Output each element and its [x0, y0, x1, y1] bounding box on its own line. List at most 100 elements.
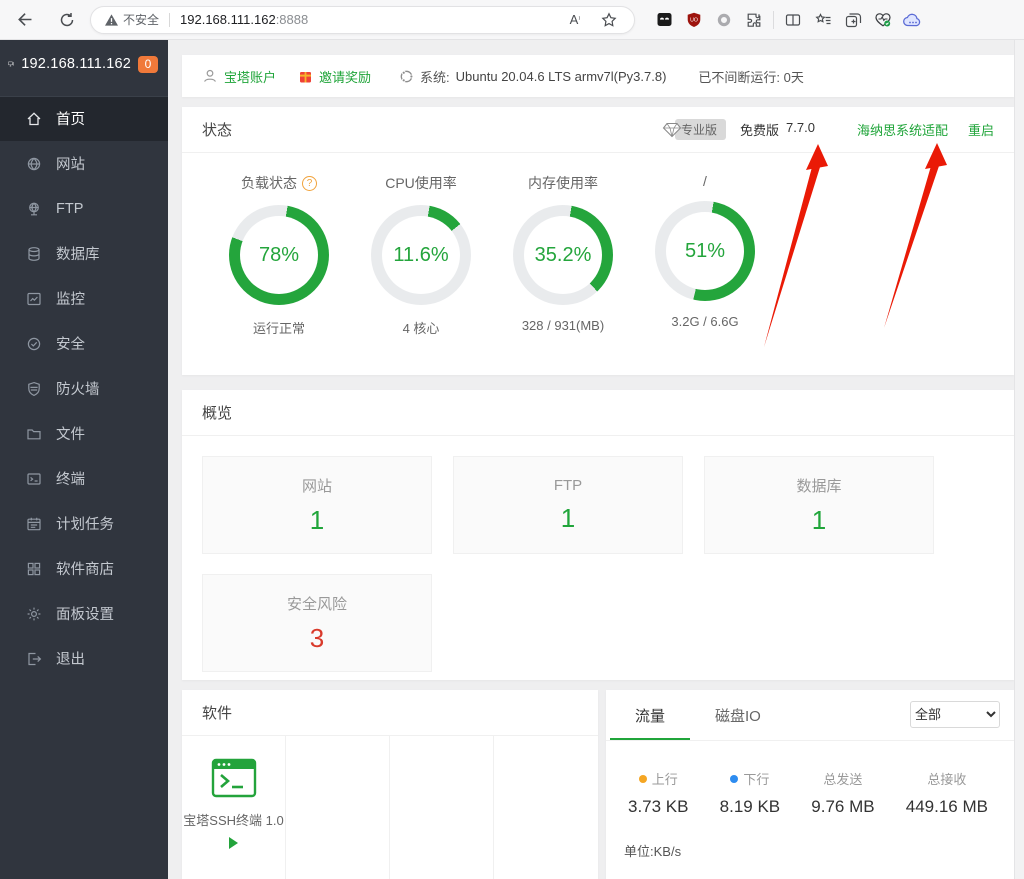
overview-card-website[interactable]: 网站 1 — [202, 456, 432, 554]
divider — [169, 12, 171, 27]
sidebar-item-firewall[interactable]: 防火墙 — [0, 366, 168, 411]
gauge-ring: 35.2% — [513, 205, 613, 305]
sidebar-item-database[interactable]: 数据库 — [0, 231, 168, 276]
sidebar-item-security[interactable]: 安全 — [0, 321, 168, 366]
user-icon — [204, 69, 216, 82]
baota-account-link[interactable]: 宝塔账户 — [224, 69, 277, 85]
account-link-wrap[interactable]: 宝塔账户 — [202, 67, 276, 86]
gauge-ring: 78% — [229, 205, 329, 305]
sidebar-item-label: 软件商店 — [56, 562, 114, 578]
calendar-icon — [26, 515, 43, 532]
diamond-icon — [662, 122, 682, 137]
uplink-dot-icon — [638, 774, 647, 783]
overview-card-ftp[interactable]: FTP 1 — [453, 456, 683, 554]
browser-essentials-button[interactable] — [868, 5, 898, 35]
sidebar-menu: 首页 网站 FTP 数据库 监控 安全 — [0, 96, 168, 681]
sidebar-server-header[interactable]: 192.168.111.162 0 — [0, 40, 168, 88]
sidebar-item-label: 终端 — [56, 472, 85, 488]
uptime-text: 已不间断运行: 0天 — [698, 69, 804, 85]
card-label: FTP — [553, 476, 583, 494]
restart-link[interactable]: 重启 — [967, 123, 994, 138]
sidebar-item-website[interactable]: 网站 — [0, 141, 168, 186]
svg-text:UO: UO — [690, 17, 698, 23]
help-icon[interactable]: ? — [302, 175, 317, 191]
software-empty-cell — [390, 736, 494, 879]
system-value: Ubuntu 20.04.6 LTS armv7l(Py3.7.8) — [455, 68, 667, 84]
invite-reward-link[interactable]: 邀请奖励 — [319, 69, 372, 85]
play-icon[interactable] — [229, 837, 238, 849]
gauge-title: / — [703, 173, 707, 189]
sidebar-item-files[interactable]: 文件 — [0, 411, 168, 456]
address-bar[interactable]: 不安全 192.168.111.162:8888 A ⁾ — [90, 5, 635, 35]
sidebar-item-label: 退出 — [56, 652, 85, 668]
page-scrollbar[interactable] — [1014, 40, 1024, 879]
server-ip: 192.168.111.162 — [21, 56, 131, 72]
sidebar-item-label: 数据库 — [56, 247, 100, 263]
gauge-memory: 内存使用率 35.2% 328 / 931(MB) — [492, 169, 634, 337]
sidebar-item-terminal[interactable]: 终端 — [0, 456, 168, 501]
back-button[interactable] — [8, 5, 38, 35]
main-content: 宝塔账户 邀请奖励 系统: Ubuntu 20.04.6 LTS armv7l(… — [168, 40, 1024, 879]
overview-card-security-risk[interactable]: 安全风险 3 — [202, 574, 432, 672]
gauge-ring: 11.6% — [371, 205, 471, 305]
copy-add-icon — [845, 12, 861, 27]
sidebar-item-cron[interactable]: 计划任务 — [0, 501, 168, 546]
tab-traffic[interactable]: 流量 — [610, 690, 691, 740]
refresh-button[interactable] — [52, 5, 82, 35]
gauge-value: 51% — [684, 239, 726, 262]
overview-panel-title: 概览 — [202, 405, 233, 422]
gauges-row: 负载状态 ? 78% 运行正常 CPU使用率 11.6% 4 核心 内存使用率 … — [182, 153, 1014, 337]
add-tab-to-group-button[interactable] — [838, 5, 868, 35]
card-value: 3 — [309, 622, 325, 653]
sidebar-item-logout[interactable]: 退出 — [0, 636, 168, 681]
ubuntu-icon — [400, 70, 414, 82]
sidebar: 192.168.111.162 0 首页 网站 FTP 数据库 监控 — [0, 40, 168, 879]
sidebar-item-appstore[interactable]: 软件商店 — [0, 546, 168, 591]
software-item-ssh-terminal[interactable]: 宝塔SSH终端 1.0 — [182, 736, 286, 879]
loading-donut-icon[interactable] — [709, 5, 739, 35]
divider — [773, 10, 774, 29]
sync-cloud-avatar[interactable] — [898, 5, 928, 35]
globe-icon — [26, 155, 43, 172]
security-warning[interactable]: 不安全 — [105, 11, 159, 28]
gauge-value: 11.6% — [393, 243, 449, 266]
extensions-puzzle-button[interactable] — [739, 5, 769, 35]
gauge-title: 负载状态 — [241, 175, 297, 191]
invite-link-wrap[interactable]: 邀请奖励 — [298, 67, 371, 86]
database-icon — [26, 245, 43, 262]
sidebar-item-ftp[interactable]: FTP — [0, 186, 168, 231]
sidebar-item-monitor[interactable]: 监控 — [0, 276, 168, 321]
sidebar-item-label: 监控 — [56, 292, 85, 308]
stat-value: 3.73 KB — [628, 797, 689, 816]
terminal-icon — [26, 470, 43, 487]
sidebar-item-label: 计划任务 — [56, 517, 114, 533]
edition-label: 免费版 — [740, 123, 780, 138]
hinas-adapt-link[interactable]: 海纳思系统适配 — [856, 123, 948, 138]
donut-icon — [717, 13, 731, 26]
server-monitor-icon — [8, 61, 15, 67]
traffic-scope-select[interactable]: 全部 — [910, 701, 1000, 728]
tab-disk-io[interactable]: 磁盘IO — [715, 708, 761, 725]
ublock-extension-button[interactable]: UO — [679, 5, 709, 35]
collections-button[interactable] — [808, 5, 838, 35]
split-screen-button[interactable] — [778, 5, 808, 35]
read-aloud-button[interactable]: A ⁾ — [569, 12, 581, 27]
software-panel-title: 软件 — [202, 705, 233, 722]
system-label: 系统: — [420, 69, 450, 85]
collections-icon — [814, 12, 830, 24]
stat-total-sent: 总发送 9.76 MB — [811, 772, 875, 816]
pro-version-badge[interactable]: 专业版 — [662, 119, 727, 140]
gauge-cpu: CPU使用率 11.6% 4 核心 — [350, 169, 492, 337]
stat-value: 449.16 MB — [905, 797, 988, 816]
sidebar-item-settings[interactable]: 面板设置 — [0, 591, 168, 636]
favorite-star-button[interactable] — [594, 5, 624, 35]
grid-icon — [26, 560, 43, 577]
sidebar-item-home[interactable]: 首页 — [0, 96, 168, 141]
gauge-value: 35.2% — [534, 243, 592, 266]
url-text[interactable]: 192.168.111.162:8888 — [180, 12, 309, 27]
dark-reader-extension-button[interactable] — [649, 5, 679, 35]
sidebar-item-label: 面板设置 — [56, 607, 114, 623]
overview-card-database[interactable]: 数据库 1 — [704, 456, 934, 554]
card-label: 数据库 — [796, 477, 842, 495]
message-count-badge[interactable]: 0 — [138, 55, 158, 73]
